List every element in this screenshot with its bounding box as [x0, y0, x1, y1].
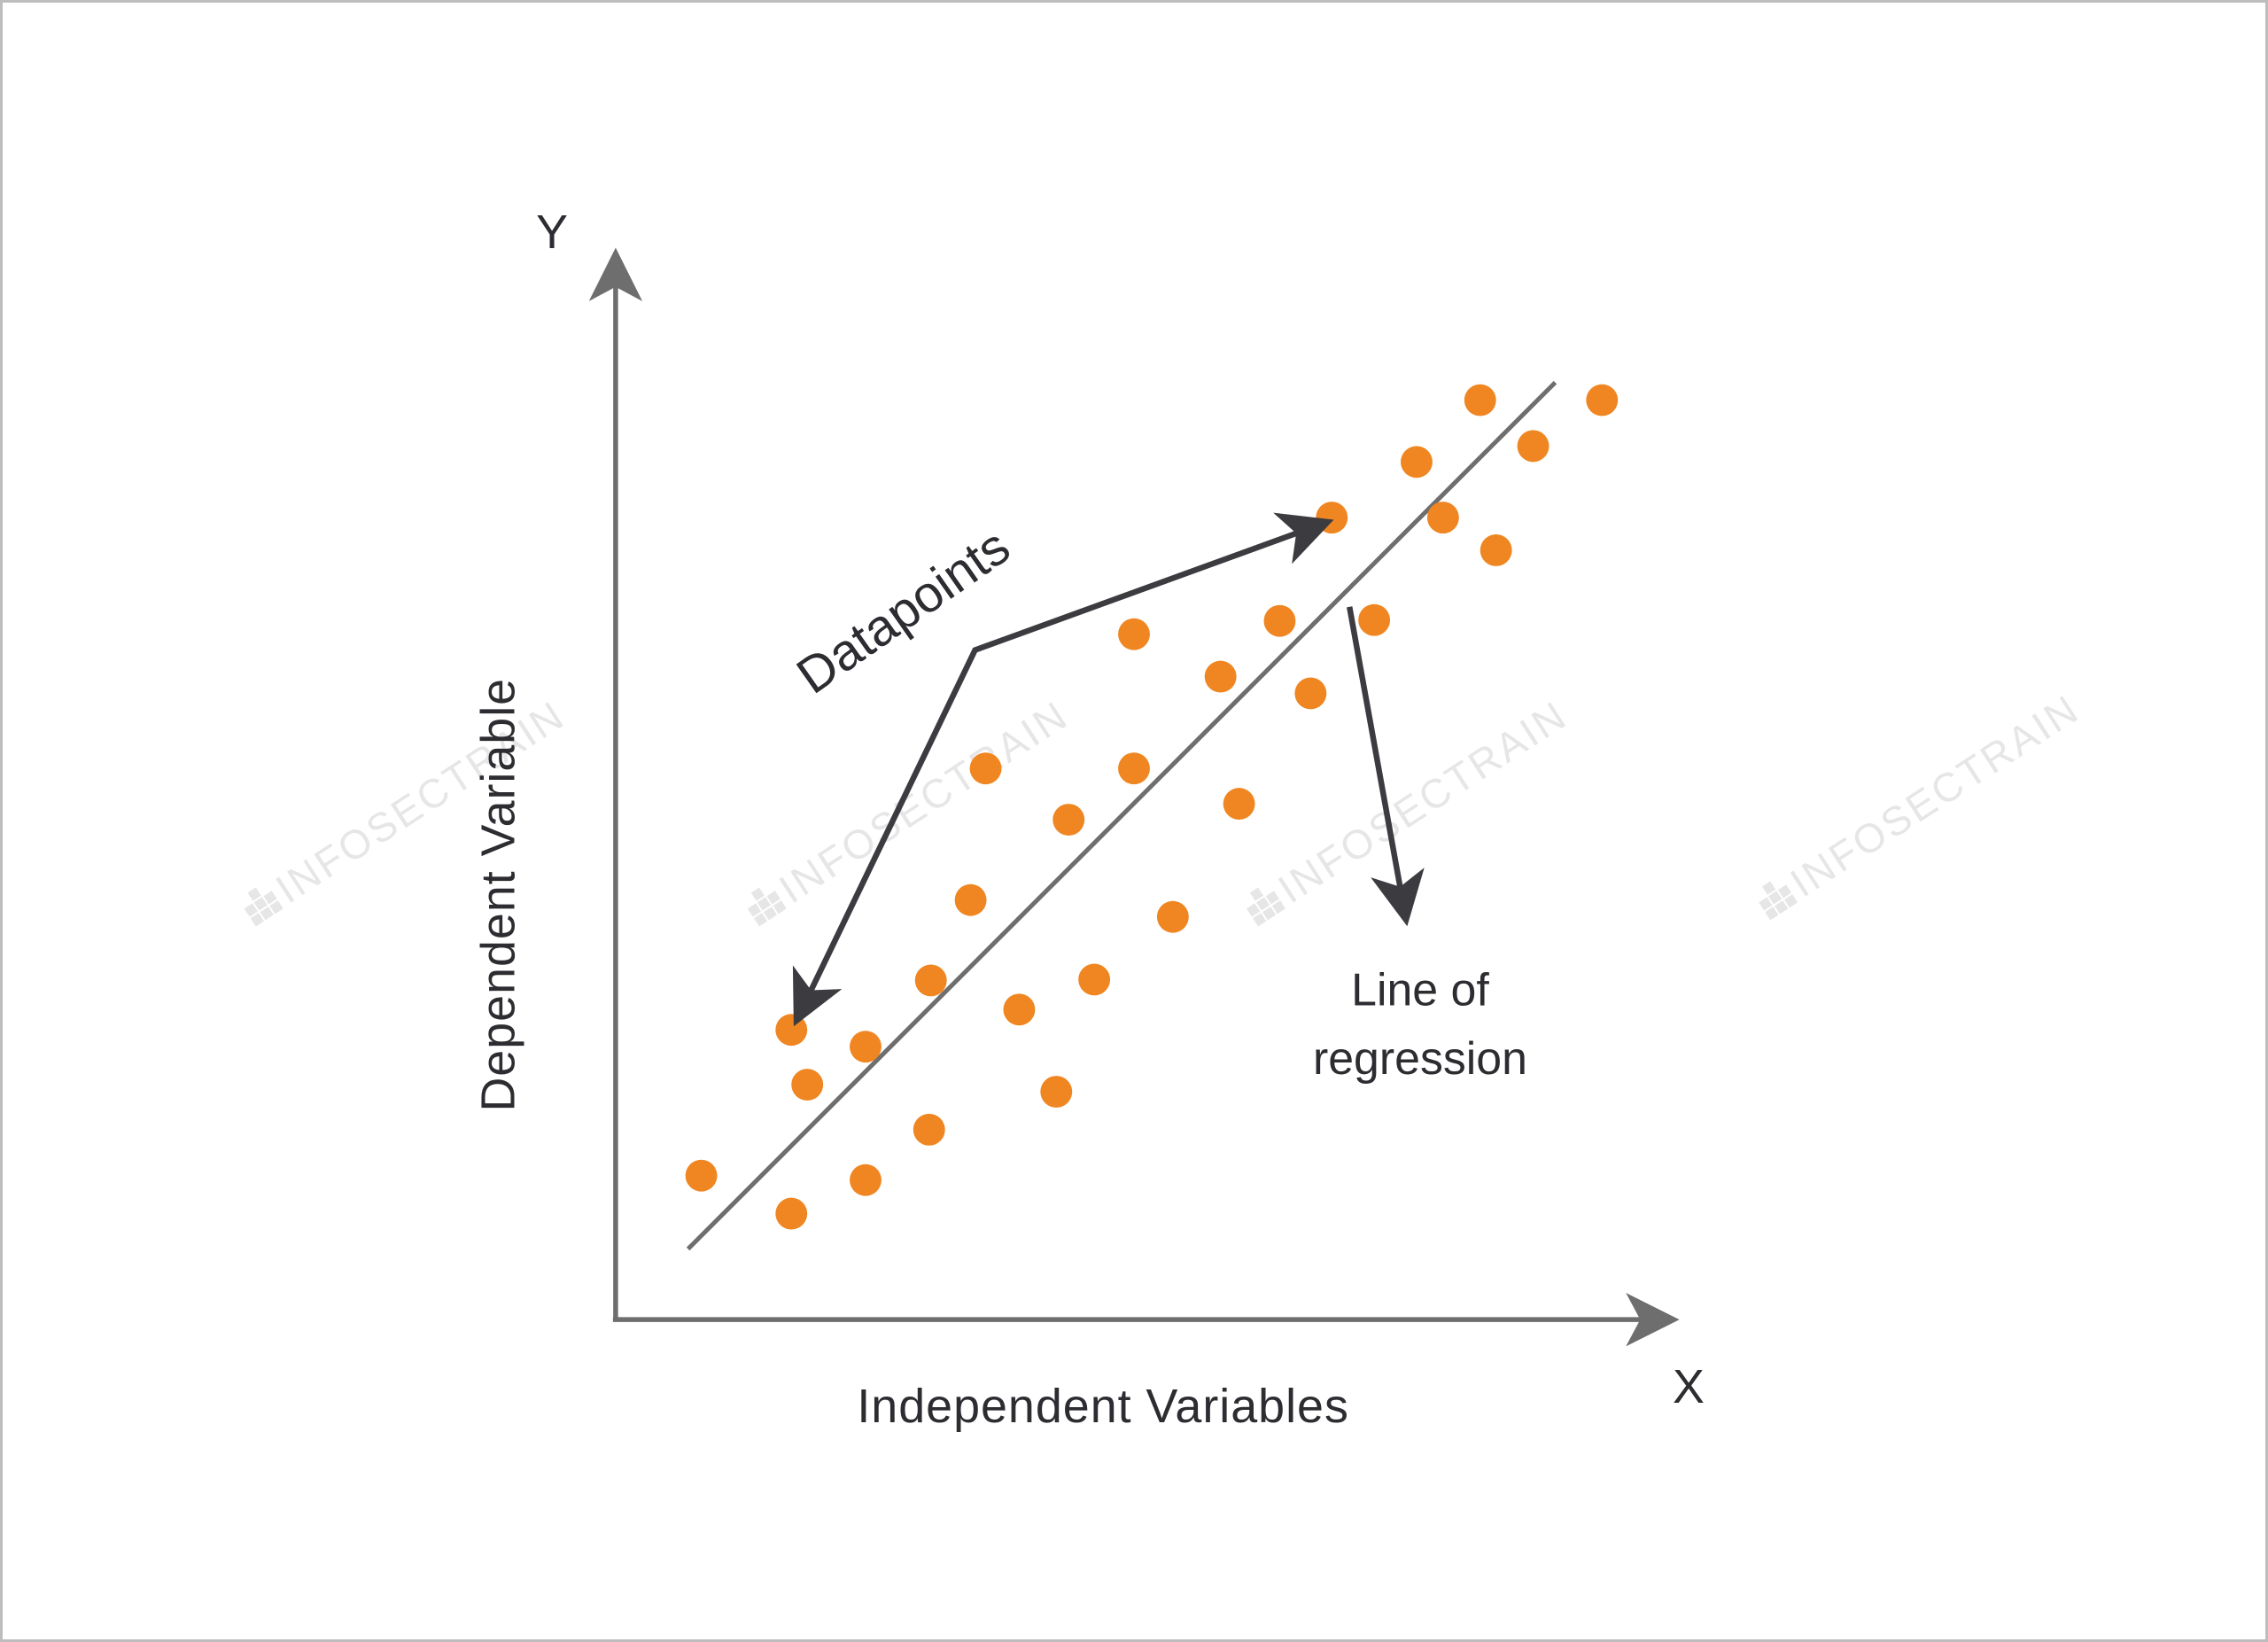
data-point — [1040, 1076, 1073, 1108]
data-point — [1517, 430, 1550, 463]
watermark-grid-icon — [1247, 903, 1261, 917]
x-axis-title: Independent Variables — [857, 1380, 1348, 1433]
watermark-grid-icon — [753, 913, 768, 927]
watermark-grid-icon — [1759, 897, 1773, 911]
data-point — [850, 1163, 882, 1196]
data-point — [969, 752, 1002, 785]
data-point — [1003, 993, 1036, 1026]
data-point — [1204, 660, 1237, 693]
data-point — [914, 964, 947, 997]
data-point — [1223, 788, 1255, 821]
watermark-grid-icon — [747, 903, 762, 917]
data-point — [1052, 804, 1085, 836]
watermark-grid-icon — [766, 891, 781, 905]
regression-pointer-arrow — [1347, 606, 1425, 927]
watermark-grid-icon — [1761, 881, 1776, 895]
datapoints-arrow — [792, 512, 1334, 1027]
infosectrain-watermark: INFOSECTRAIN — [1247, 691, 1575, 927]
data-point — [850, 1031, 882, 1063]
watermark-text: INFOSECTRAIN — [1783, 685, 2088, 906]
dots-group — [685, 384, 1619, 1230]
watermark-grid-icon — [757, 897, 771, 911]
watermark-grid-icon — [1265, 891, 1279, 905]
x-axis-letter: X — [1673, 1360, 1705, 1413]
data-point — [1401, 446, 1433, 479]
watermark-grid-icon — [1255, 897, 1270, 911]
data-point — [1480, 534, 1512, 566]
regression-annotation-line1: Line of — [1351, 963, 1489, 1015]
watermark-grid-icon — [1777, 884, 1792, 899]
data-point — [1426, 502, 1459, 534]
data-point — [1294, 677, 1327, 710]
data-point — [775, 1197, 808, 1230]
watermark-grid-icon — [1271, 900, 1286, 914]
data-point — [1316, 502, 1348, 534]
watermark-grid-icon — [263, 891, 277, 905]
watermark-grid-icon — [260, 907, 274, 921]
watermark-grid-icon — [244, 903, 258, 917]
watermark-grid-icon — [1249, 887, 1264, 901]
watermark-grid-icon — [763, 907, 777, 921]
data-point — [1464, 384, 1496, 416]
watermark-grid-icon — [247, 887, 261, 901]
watermark-grid-icon — [269, 900, 284, 914]
data-point — [954, 883, 987, 916]
watermark-grid-icon — [253, 897, 268, 911]
watermark-grid-icon — [1783, 894, 1798, 908]
infosectrain-watermark: INFOSECTRAIN — [747, 691, 1076, 927]
data-point — [791, 1069, 824, 1101]
data-point — [1358, 603, 1391, 636]
y-axis-title: Dependent Variable — [471, 678, 524, 1112]
data-point — [685, 1159, 718, 1192]
data-point — [1118, 752, 1150, 785]
watermark-text: INFOSECTRAIN — [771, 691, 1076, 912]
y-axis-letter: Y — [536, 206, 568, 259]
infosectrain-watermark: INFOSECTRAIN — [1759, 685, 2088, 921]
data-point — [1156, 900, 1189, 933]
regression-diagram: INFOSECTRAIN INFOSECTRAIN INFOSECTRAIN INFO… — [244, 206, 2088, 1433]
watermark-grid-icon — [250, 913, 264, 927]
watermark-grid-icon — [1253, 913, 1267, 927]
data-point — [775, 1014, 808, 1047]
watermark-grid-icon — [750, 887, 765, 901]
watermark-grid-icon — [1768, 891, 1783, 905]
data-point — [1263, 604, 1296, 637]
datapoints-annotation-label: Datapoints — [787, 518, 1020, 705]
watermark-text: INFOSECTRAIN — [268, 691, 573, 912]
watermark-text: INFOSECTRAIN — [1270, 691, 1575, 912]
watermark-grid-icon — [1262, 907, 1277, 921]
watermark-grid-icon — [1765, 907, 1779, 921]
data-point — [1078, 963, 1111, 996]
watermark-grid-icon — [1775, 900, 1789, 914]
data-point — [1586, 384, 1619, 416]
data-point — [913, 1113, 945, 1146]
data-point — [1118, 618, 1150, 650]
watermark-grid-icon — [773, 900, 787, 914]
regression-annotation-line2: regression — [1313, 1032, 1527, 1084]
